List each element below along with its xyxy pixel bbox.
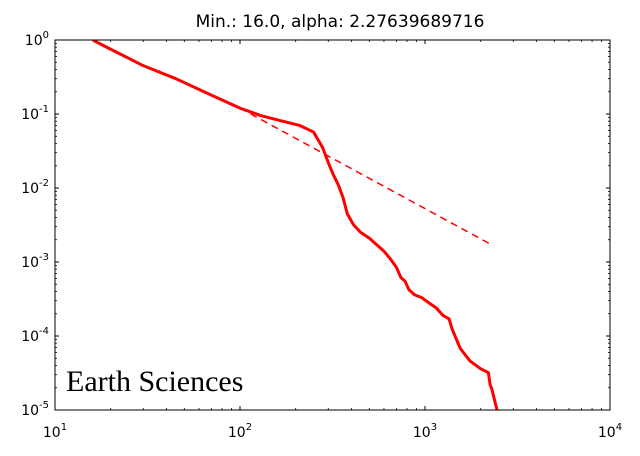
x-tick-label: 102 bbox=[228, 422, 252, 441]
y-tick-label: 10-3 bbox=[21, 252, 49, 271]
x-tick-label: 104 bbox=[598, 422, 622, 441]
x-tick-label: 101 bbox=[43, 422, 67, 441]
axes-ticks: 101 102 103 104 100 10-1 10-2 10-3 10-4 10-5 bbox=[21, 30, 622, 441]
data-line bbox=[92, 40, 499, 410]
y-tick-label: 100 bbox=[25, 30, 49, 49]
y-tick-label: 10-5 bbox=[21, 400, 49, 419]
chart-annotation: Earth Sciences bbox=[66, 365, 243, 398]
plot-frame bbox=[54, 39, 611, 411]
y-tick-label: 10-2 bbox=[21, 178, 49, 197]
x-tick-label: 103 bbox=[413, 422, 437, 441]
y-tick-label: 10-1 bbox=[21, 104, 49, 123]
y-tick-label: 10-4 bbox=[21, 326, 49, 345]
chart-title: Min.: 16.0, alpha: 2.27639689716 bbox=[196, 12, 485, 32]
plot-series bbox=[92, 40, 499, 410]
